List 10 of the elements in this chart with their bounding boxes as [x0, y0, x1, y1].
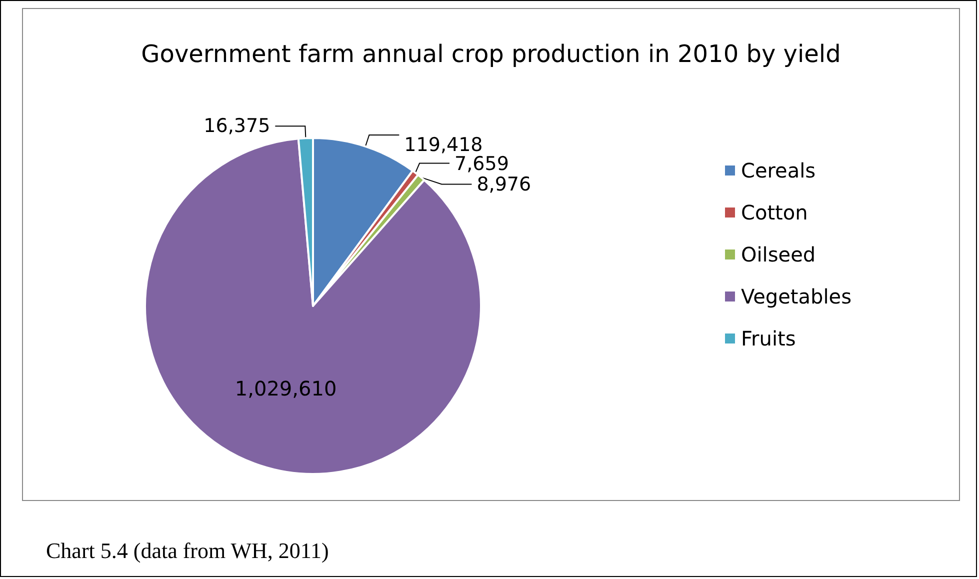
- data-label: 16,375: [204, 115, 270, 138]
- legend-label: Cereals: [741, 158, 816, 182]
- legend-label: Vegetables: [741, 284, 852, 308]
- legend-label: Fruits: [741, 326, 796, 350]
- caption: Chart 5.4 (data from WH, 2011): [46, 538, 329, 564]
- legend-label: Cotton: [741, 200, 808, 224]
- data-label: 1,029,610: [234, 376, 337, 401]
- chart-title: Government farm annual crop production in 2010 by yield: [141, 40, 841, 68]
- data-label: 8,976: [476, 173, 532, 196]
- legend-label: Oilseed: [741, 242, 816, 266]
